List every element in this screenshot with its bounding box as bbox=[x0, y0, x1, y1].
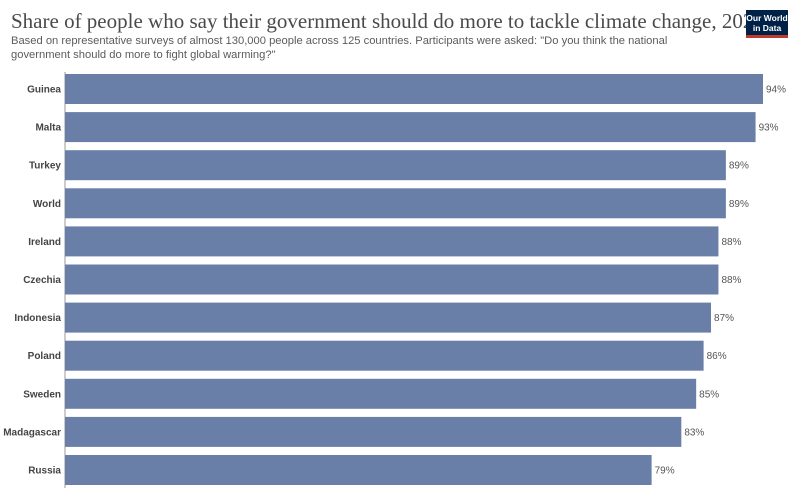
category-label: Sweden bbox=[23, 389, 61, 400]
value-label: 85% bbox=[699, 389, 719, 400]
category-label: Indonesia bbox=[14, 313, 61, 324]
value-label: 89% bbox=[729, 199, 749, 210]
category-label: Russia bbox=[28, 466, 61, 477]
category-label: Malta bbox=[35, 123, 61, 134]
category-label: Guinea bbox=[27, 85, 61, 96]
value-label: 94% bbox=[766, 85, 786, 96]
bar-indonesia[interactable] bbox=[65, 303, 711, 333]
bar-malta[interactable] bbox=[65, 112, 756, 142]
category-label: Ireland bbox=[28, 237, 61, 248]
bar-russia[interactable] bbox=[65, 455, 652, 485]
value-label: 86% bbox=[707, 351, 727, 362]
category-label: Czechia bbox=[23, 275, 61, 286]
bar-guinea[interactable] bbox=[65, 74, 763, 104]
bar-ireland[interactable] bbox=[65, 226, 718, 256]
category-label: Madagascar bbox=[3, 427, 61, 438]
value-label: 89% bbox=[729, 161, 749, 172]
value-label: 87% bbox=[714, 313, 734, 324]
bar-turkey[interactable] bbox=[65, 150, 726, 180]
bar-czechia[interactable] bbox=[65, 265, 718, 295]
bar-madagascar[interactable] bbox=[65, 417, 681, 447]
value-label: 79% bbox=[655, 466, 675, 477]
bar-sweden[interactable] bbox=[65, 379, 696, 409]
category-label: Poland bbox=[28, 351, 61, 362]
value-label: 83% bbox=[684, 427, 704, 438]
bar-world[interactable] bbox=[65, 188, 726, 218]
value-label: 93% bbox=[759, 123, 779, 134]
value-label: 88% bbox=[721, 237, 741, 248]
bar-poland[interactable] bbox=[65, 341, 704, 371]
value-label: 88% bbox=[721, 275, 741, 286]
category-label: Turkey bbox=[29, 161, 61, 172]
category-label: World bbox=[33, 199, 61, 210]
